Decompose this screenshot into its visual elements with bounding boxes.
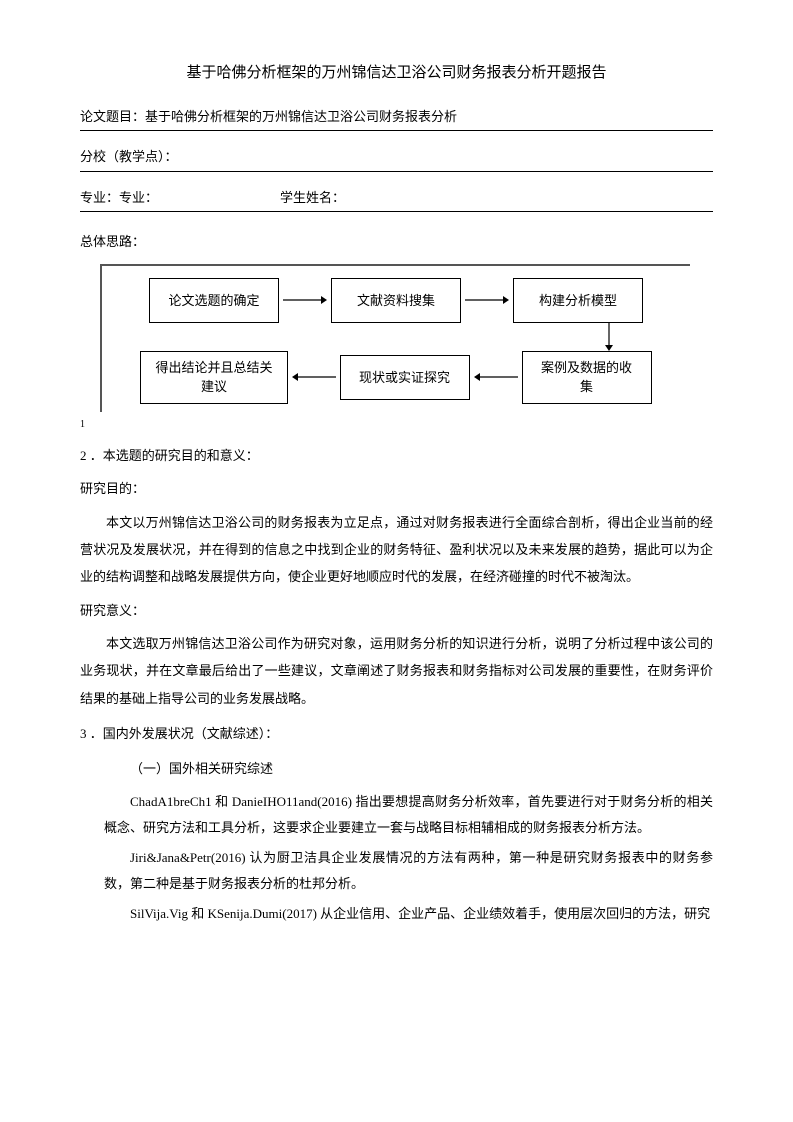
figure-number: 1 [80,416,713,434]
reference-paragraph: Jiri&Jana&Petr(2016) 认为厨卫洁具企业发展情况的方法有两种，… [104,845,713,897]
overseas-subheading: （一）国外相关研究综述 [130,757,713,780]
meaning-paragraph: 本文选取万州锦信达卫浴公司作为研究对象，运用财务分析的知识进行分析，说明了分析过… [80,630,713,712]
arrow-left-icon [292,370,336,384]
flowchart: 论文选题的确定 文献资料搜集 构建分析模型 得出结论并且总结关 建议 现状或实证… [100,264,690,412]
arrow-down-icon [112,323,680,351]
section-3-heading: 3 ．国内外发展状况（文献综述）： [80,722,713,745]
flow-node-conclusion: 得出结论并且总结关 建议 [140,351,287,404]
flow-node-topic: 论文选题的确定 [149,278,279,323]
flow-node-text: 得出结论并且总结关 [155,358,272,378]
flow-node-status: 现状或实证探究 [340,355,470,400]
flow-node-data: 案例及数据的收 集 [522,351,652,404]
flow-node-text: 案例及数据的收 [537,358,637,378]
flow-node-text: 集 [537,377,637,397]
purpose-paragraph: 本文以万州锦信达卫浴公司的财务报表为立足点，通过对财务报表进行全面综合剖析，得出… [80,509,713,591]
thesis-topic-row: 论文题目：基于哈佛分析框架的万州锦信达卫浴公司财务报表分析 [80,105,713,131]
flow-node-text: 建议 [155,377,272,397]
purpose-label: 研究目的： [80,477,713,500]
flow-node-model: 构建分析模型 [513,278,643,323]
arrow-right-icon [283,293,327,307]
overall-idea-label: 总体思路： [80,230,713,253]
flow-row-bottom: 得出结论并且总结关 建议 现状或实证探究 案例及数据的收 集 [112,351,680,404]
flow-row-top: 论文选题的确定 文献资料搜集 构建分析模型 [112,278,680,323]
page-title: 基于哈佛分析框架的万州锦信达卫浴公司财务报表分析开题报告 [80,60,713,87]
meaning-label: 研究意义： [80,599,713,622]
section-2-heading: 2 ．本选题的研究目的和意义： [80,444,713,467]
arrow-right-icon [465,293,509,307]
student-name-label: 学生姓名： [280,186,345,209]
reference-paragraph: SilVija.Vig 和 KSenija.Dumi(2017) 从企业信用、企… [104,901,713,927]
flow-node-literature: 文献资料搜集 [331,278,461,323]
reference-paragraph: ChadA1breCh1 和 DanieIHO11and(2016) 指出要想提… [104,789,713,841]
school-row: 分校（教学点）： [80,145,713,171]
arrow-left-icon [474,370,518,384]
major-student-row: 专业：专业： 学生姓名： [80,186,713,212]
major-label: 专业：专业： [80,186,280,209]
